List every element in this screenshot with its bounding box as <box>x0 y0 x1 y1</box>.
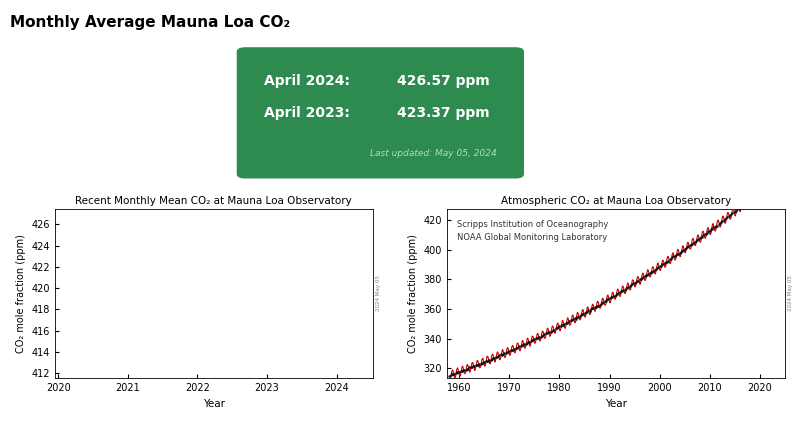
X-axis label: Year: Year <box>203 399 225 409</box>
Text: April 2023:: April 2023: <box>264 106 350 120</box>
Text: Scripps Institution of Oceanography
NOAA Global Monitoring Laboratory: Scripps Institution of Oceanography NOAA… <box>457 221 609 242</box>
Text: 2024 May 05: 2024 May 05 <box>376 276 381 311</box>
Y-axis label: CO₂ mole fraction (ppm): CO₂ mole fraction (ppm) <box>16 234 26 353</box>
Text: April 2024:: April 2024: <box>264 74 350 88</box>
FancyBboxPatch shape <box>237 48 523 178</box>
Text: Last updated: May 05, 2024: Last updated: May 05, 2024 <box>369 149 497 158</box>
Text: 423.37 ppm: 423.37 ppm <box>397 106 489 120</box>
Text: Monthly Average Mauna Loa CO₂: Monthly Average Mauna Loa CO₂ <box>10 15 290 30</box>
Title: Recent Monthly Mean CO₂ at Mauna Loa Observatory: Recent Monthly Mean CO₂ at Mauna Loa Obs… <box>76 197 352 206</box>
Text: 426.57 ppm: 426.57 ppm <box>397 74 489 88</box>
Title: Atmospheric CO₂ at Mauna Loa Observatory: Atmospheric CO₂ at Mauna Loa Observatory <box>501 197 731 206</box>
Text: 2024 May 05: 2024 May 05 <box>788 276 793 311</box>
Y-axis label: CO₂ mole fraction (ppm): CO₂ mole fraction (ppm) <box>408 234 418 353</box>
X-axis label: Year: Year <box>605 399 627 409</box>
